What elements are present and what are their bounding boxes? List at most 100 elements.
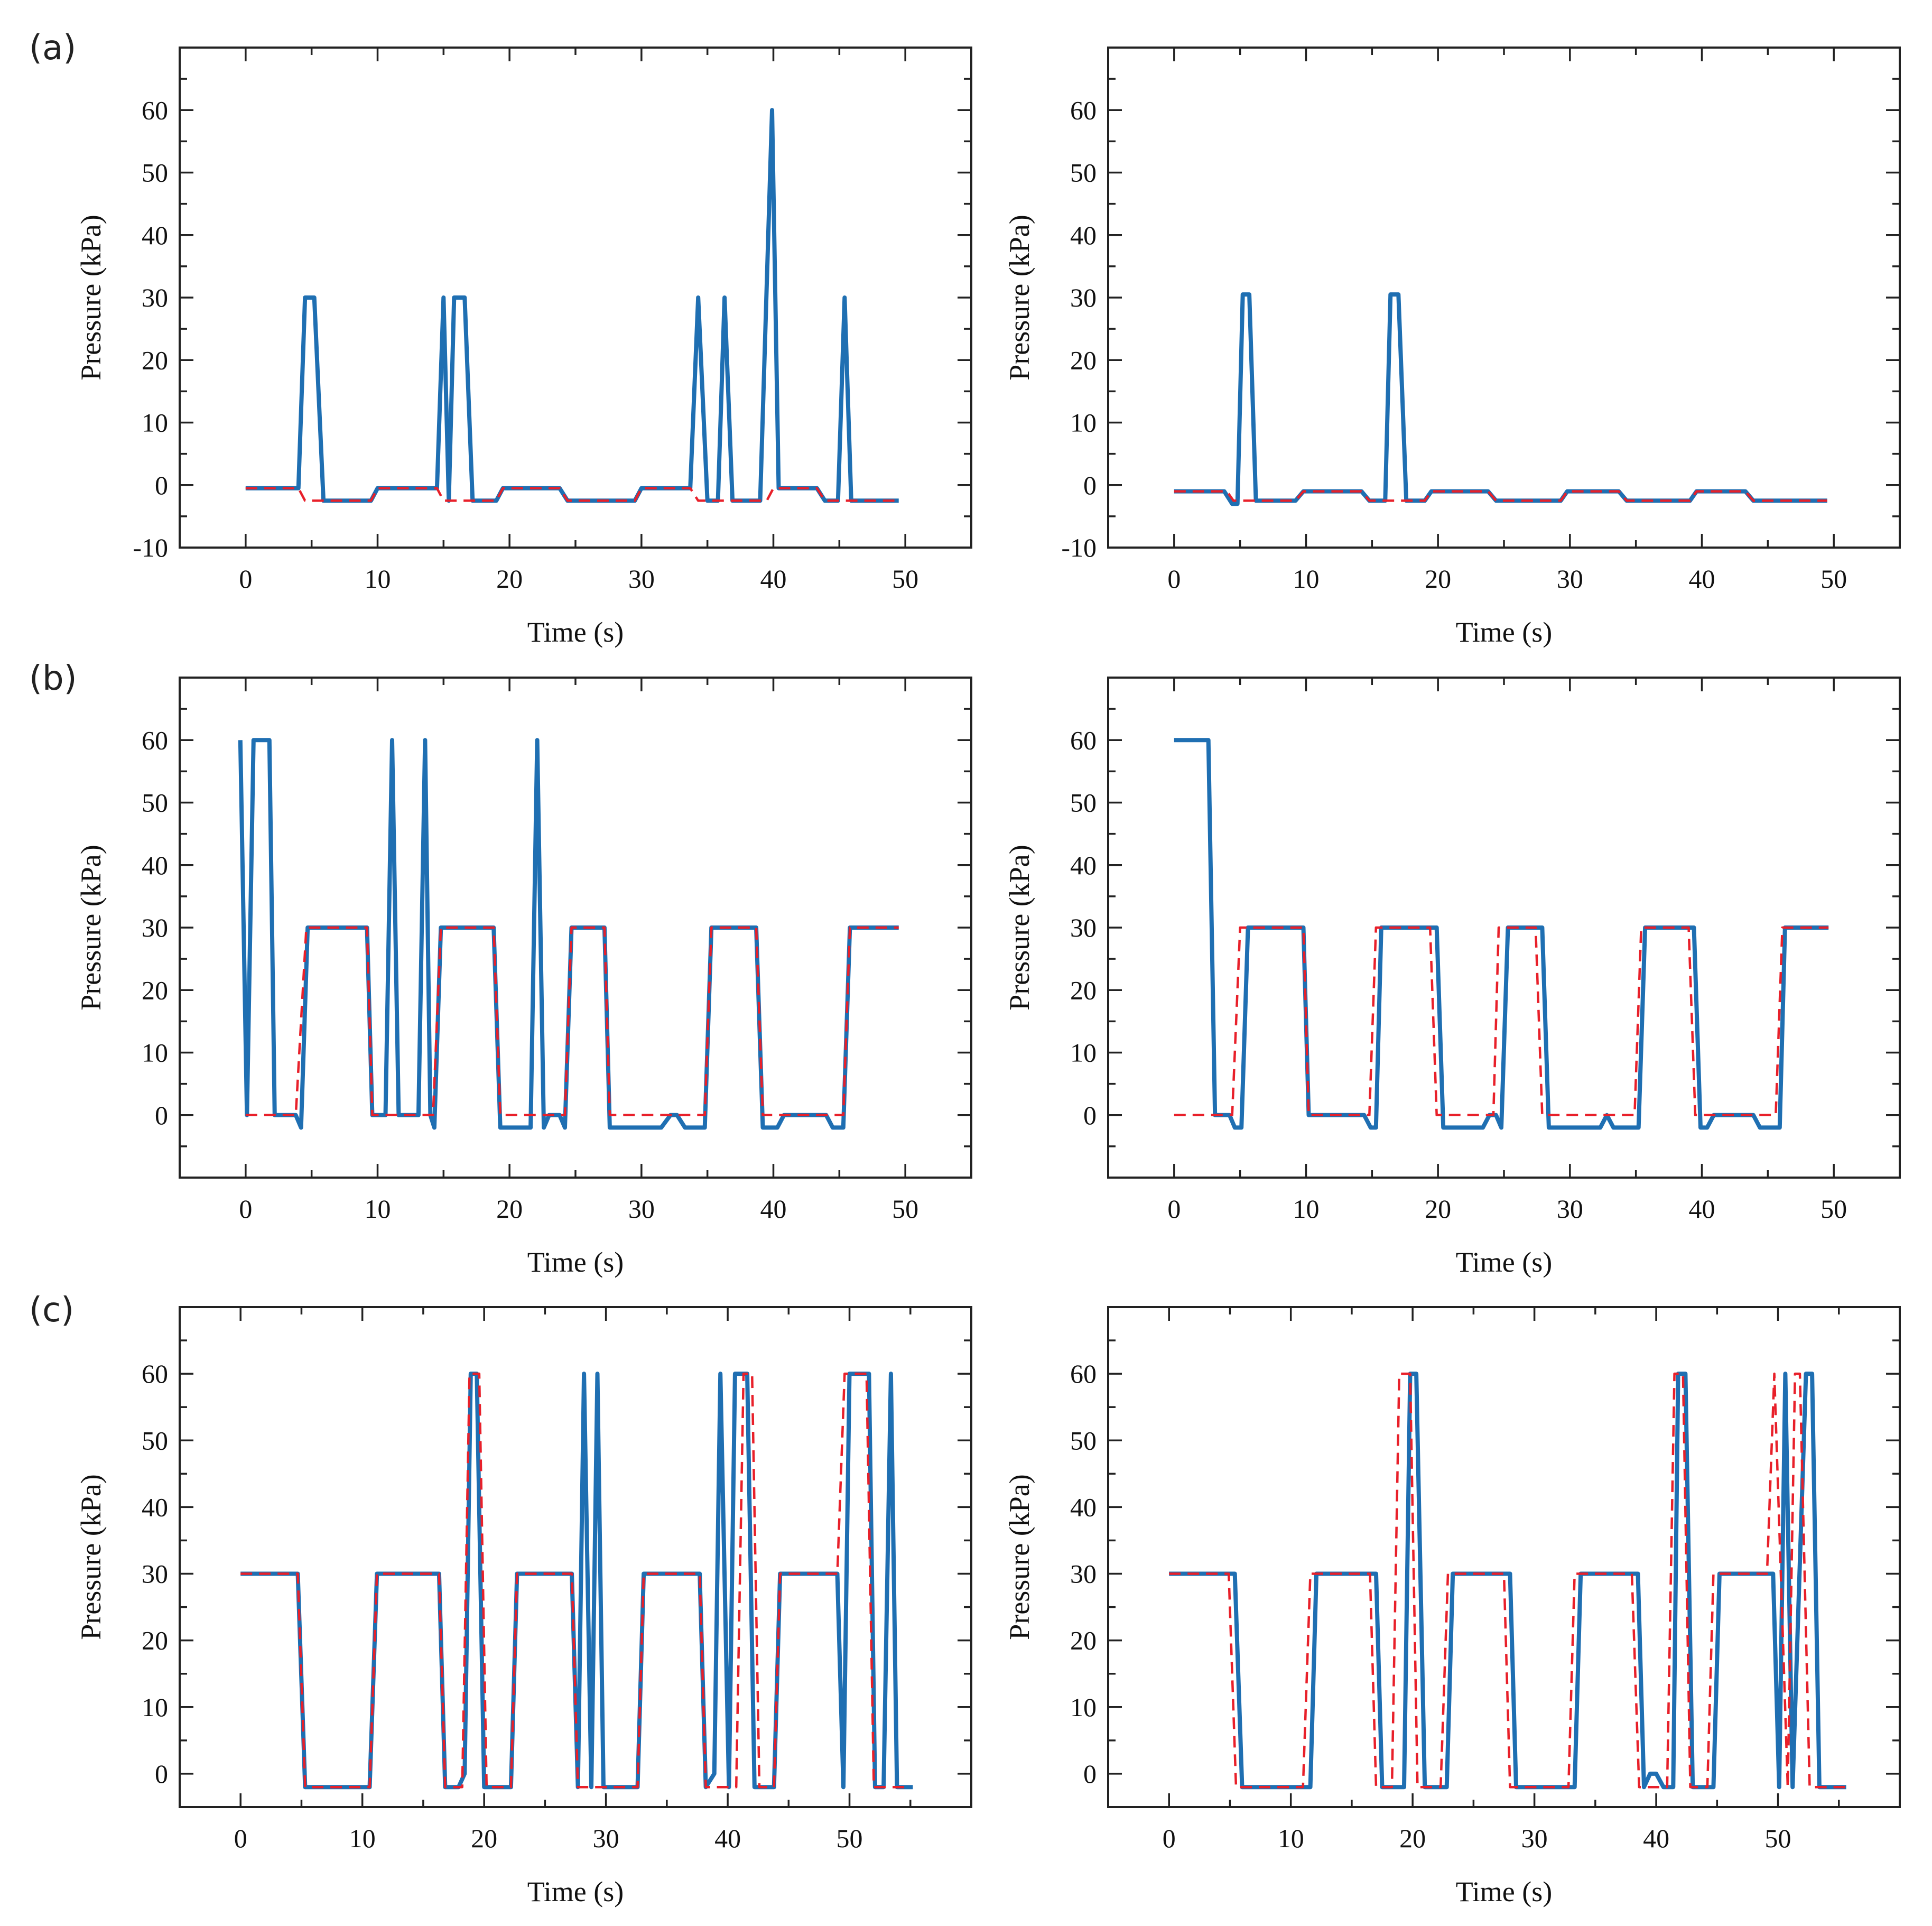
chart-3-ytick-label: 60: [1070, 725, 1097, 755]
chart-3-ytick-label: 30: [1070, 913, 1097, 942]
chart-3-xtick-label: 0: [1167, 1194, 1181, 1224]
chart-4-ytick-label: 60: [142, 1359, 168, 1388]
chart-1-ytick-label: -10: [1061, 533, 1097, 562]
chart-2: 0 10 20 30 40 50 0 10 20 30 40 50 60 Time (s) Pressure…: [75, 677, 972, 1278]
panel-label-b: (b): [29, 659, 77, 698]
chart-3-ytick-label: 50: [1070, 788, 1097, 818]
chart-3-xtick-label: 20: [1425, 1194, 1451, 1224]
chart-3-xtick-label: 10: [1293, 1194, 1320, 1224]
chart-0-ytick-label: 60: [142, 95, 168, 125]
chart-4-ytick-label: 20: [142, 1626, 168, 1655]
chart-5-xtick-label: 0: [1163, 1823, 1176, 1853]
chart-2-ylabel: Pressure (kPa): [75, 845, 107, 1010]
chart-2-series-reference: [245, 926, 899, 1117]
chart-5: 0 10 20 30 40 50 0 10 20 30 40 50 60 Time (s) Pressure…: [1004, 1306, 1901, 1908]
chart-1-frame: [1107, 47, 1901, 549]
chart-0-series-reference: [245, 487, 899, 502]
chart-1-xlabel: Time (s): [1456, 616, 1553, 648]
chart-0-ytick-label: 30: [142, 283, 168, 312]
chart-5-xtick-label: 20: [1399, 1823, 1426, 1853]
chart-4-xtick-label: 0: [234, 1823, 247, 1853]
chart-1-ytick-label: 30: [1070, 283, 1097, 312]
chart-2-xtick-label: 40: [760, 1194, 787, 1224]
chart-4-xtick-label: 30: [593, 1823, 619, 1853]
chart-0-ytick-label: 10: [142, 408, 168, 438]
chart-0-xtick-label: 40: [760, 564, 787, 594]
chart-3-series-measured: [1174, 738, 1829, 1130]
chart-2-series-measured: [238, 738, 899, 1130]
chart-1-ytick-label: 50: [1070, 158, 1097, 188]
chart-0-xtick-label: 30: [628, 564, 655, 594]
chart-1-ytick-label: 10: [1070, 408, 1097, 438]
panel-label-c: (c): [29, 1291, 74, 1330]
chart-2-ytick-label: 0: [155, 1100, 168, 1130]
chart-2-xtick-label: 10: [365, 1194, 391, 1224]
chart-3-xtick-label: 50: [1820, 1194, 1847, 1224]
chart-1: 0 10 20 30 40 50 -10 0 10 20 30 40 50 60 Time (s) Press…: [1004, 47, 1901, 648]
chart-4-ytick-label: 10: [142, 1692, 168, 1722]
chart-4-xlabel: Time (s): [527, 1876, 624, 1908]
chart-1-xtick-label: 30: [1557, 564, 1583, 594]
chart-5-ytick-label: 60: [1070, 1359, 1097, 1388]
chart-3-xlabel: Time (s): [1456, 1246, 1553, 1278]
chart-0-ytick-label: 40: [142, 220, 168, 250]
chart-5-ytick-label: 50: [1070, 1425, 1097, 1455]
chart-1-xtick-label: 20: [1425, 564, 1451, 594]
chart-5-ytick-label: 10: [1070, 1692, 1097, 1722]
chart-2-ytick-label: 20: [142, 975, 168, 1005]
chart-0-series-measured: [245, 108, 899, 503]
chart-1-xtick-label: 0: [1167, 564, 1181, 594]
chart-3-ytick-label: 20: [1070, 975, 1097, 1005]
chart-2-xtick-label: 0: [239, 1194, 252, 1224]
chart-4-xtick-label: 50: [837, 1823, 863, 1853]
chart-0-xtick-label: 0: [239, 564, 252, 594]
chart-2-ytick-label: 10: [142, 1038, 168, 1068]
chart-3: 0 10 20 30 40 50 0 10 20 30 40 50 60 Time (s) Pressure…: [1004, 677, 1901, 1278]
chart-1-ytick-label: 0: [1083, 470, 1097, 500]
chart-5-xtick-label: 30: [1521, 1823, 1548, 1853]
chart-3-ytick-label: 0: [1083, 1100, 1097, 1130]
chart-3-ylabel: Pressure (kPa): [1004, 845, 1035, 1010]
chart-4-ytick-label: 0: [155, 1759, 168, 1789]
panel-label-a: (a): [29, 29, 76, 68]
chart-5-ytick-label: 30: [1070, 1559, 1097, 1589]
chart-0: 0 10 20 30 40 50 -10 0 10 20 30 40 50 60 Time (s) Press…: [75, 47, 972, 648]
chart-0-ytick-label: -10: [133, 533, 168, 562]
chart-2-xtick-label: 20: [496, 1194, 523, 1224]
chart-0-xtick-label: 50: [892, 564, 918, 594]
chart-4-xtick-label: 40: [714, 1823, 741, 1853]
chart-4-series-measured: [240, 1372, 913, 1790]
chart-3-series-reference: [1174, 926, 1829, 1117]
chart-4-xtick-label: 10: [349, 1823, 376, 1853]
chart-1-ytick-label: 40: [1070, 220, 1097, 250]
chart-4: 0 10 20 30 40 50 0 10 20 30 40 50 60 Time (s) Pressure…: [75, 1306, 972, 1908]
chart-5-frame: [1107, 1306, 1901, 1808]
chart-5-ytick-label: 20: [1070, 1626, 1097, 1655]
chart-1-xtick-label: 50: [1820, 564, 1847, 594]
chart-4-ylabel: Pressure (kPa): [75, 1474, 107, 1640]
chart-5-ytick-label: 0: [1083, 1759, 1097, 1789]
chart-2-xtick-label: 30: [628, 1194, 655, 1224]
chart-4-xtick-label: 20: [471, 1823, 497, 1853]
chart-3-ytick-label: 40: [1070, 850, 1097, 880]
chart-2-ytick-label: 50: [142, 788, 168, 818]
chart-2-ytick-label: 30: [142, 913, 168, 942]
chart-0-xtick-label: 10: [365, 564, 391, 594]
chart-5-xtick-label: 50: [1765, 1823, 1791, 1853]
chart-1-xtick-label: 40: [1689, 564, 1715, 594]
chart-4-series-reference: [240, 1372, 911, 1789]
chart-3-ytick-label: 10: [1070, 1038, 1097, 1068]
chart-0-ylabel: Pressure (kPa): [75, 215, 107, 380]
chart-5-ytick-label: 40: [1070, 1492, 1097, 1522]
chart-1-series-measured: [1174, 292, 1827, 506]
chart-0-ytick-label: 0: [155, 470, 168, 500]
chart-1-ytick-label: 20: [1070, 345, 1097, 375]
chart-5-xtick-label: 40: [1643, 1823, 1669, 1853]
chart-2-xtick-label: 50: [892, 1194, 918, 1224]
chart-4-ytick-label: 30: [142, 1559, 168, 1589]
chart-0-xlabel: Time (s): [527, 616, 624, 648]
chart-2-ytick-label: 40: [142, 850, 168, 880]
chart-1-series-reference: [1174, 490, 1827, 502]
chart-3-xtick-label: 40: [1689, 1194, 1715, 1224]
